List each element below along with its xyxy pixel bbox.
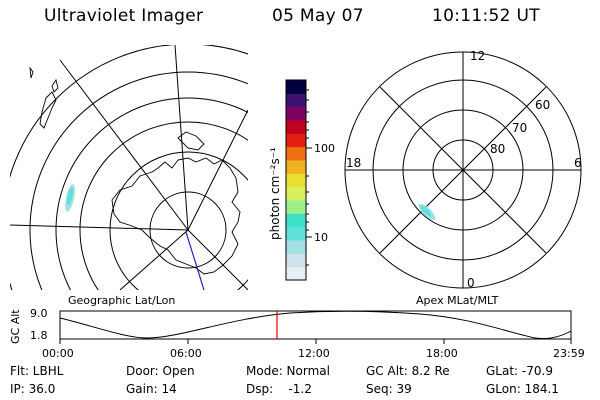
aurora-patch-left	[65, 184, 75, 212]
altitude-curve	[59, 310, 572, 339]
colorbar-segment	[286, 266, 306, 281]
mlt-label-0: 0	[467, 276, 475, 290]
color-bar	[286, 80, 306, 281]
mlt-label-6: 6	[574, 156, 582, 170]
colorbar-segment	[286, 253, 306, 268]
colorbar-segment	[286, 133, 306, 148]
info-ip: IP: 36.0	[10, 382, 56, 396]
time-tick-2359: 23:59	[553, 347, 585, 360]
colorbar-segment	[286, 226, 306, 241]
colorbar-segment	[286, 106, 306, 121]
timeline-ylabel: GC Alt	[9, 309, 22, 344]
apex-polar-plot	[344, 51, 582, 289]
south-america-coastline	[177, 131, 205, 151]
info-filter: Flt: LBHL	[10, 364, 64, 378]
colorbar-segment	[286, 146, 306, 161]
info-glat: GLat: -70.9	[486, 364, 553, 378]
info-gc-alt: GC Alt: 8.2 Re	[366, 364, 450, 378]
aurora-patch-right	[418, 203, 436, 221]
altitude-timeline	[59, 310, 572, 344]
new-zealand-coastline	[39, 91, 57, 129]
colorbar-segment	[286, 186, 306, 201]
date-label: 05 May 07	[272, 6, 364, 26]
mlat-label-60: 60	[535, 98, 550, 112]
time-tick-1200: 12:00	[298, 347, 330, 360]
mlat-label-80: 80	[490, 142, 505, 156]
info-door: Door: Open	[126, 364, 195, 378]
colorbar-segment	[286, 200, 306, 214]
colorbar-unit-label: photon cm⁻²s⁻¹	[268, 147, 282, 240]
time-label: 10:11:52 UT	[432, 6, 540, 26]
info-seq: Seq: 39	[366, 382, 412, 396]
left-map-caption: Geographic Lat/Lon	[68, 294, 176, 307]
info-mode: Mode: Normal	[246, 364, 330, 378]
time-tick-1800: 18:00	[426, 347, 458, 360]
mlat-label-70: 70	[512, 121, 527, 135]
mlt-label-18: 18	[346, 156, 361, 170]
info-gain: Gain: 14	[126, 382, 177, 396]
colorbar-segment	[286, 120, 306, 134]
meridian-lines	[10, 45, 248, 290]
geographic-map	[10, 45, 248, 290]
colorbar-segment	[286, 213, 306, 228]
time-tick-0600: 06:00	[170, 347, 202, 360]
info-dsp: Dsp: -1.2	[246, 382, 312, 396]
time-tick-0000: 00:00	[42, 347, 74, 360]
antarctica-coastline	[111, 157, 241, 275]
colorbar-segment	[286, 240, 306, 254]
right-map-caption: Apex MLat/MLT	[416, 294, 499, 307]
info-glon: GLon: 184.1	[486, 382, 559, 396]
instrument-title: Ultraviolet Imager	[44, 6, 204, 26]
colorbar-tick-100: 100	[314, 142, 335, 155]
timeline-y-bottom: 1.8	[30, 329, 48, 342]
colorbar-tick-10: 10	[314, 231, 328, 244]
colorbar-segment	[286, 160, 306, 174]
colorbar-segment	[286, 173, 306, 188]
timeline-y-top: 9.0	[30, 307, 48, 320]
mlt-label-12: 12	[470, 49, 485, 63]
ground-track	[185, 231, 205, 290]
colorbar-segment	[286, 93, 306, 108]
latitude-circles	[10, 45, 248, 290]
colorbar-segment	[286, 80, 306, 94]
